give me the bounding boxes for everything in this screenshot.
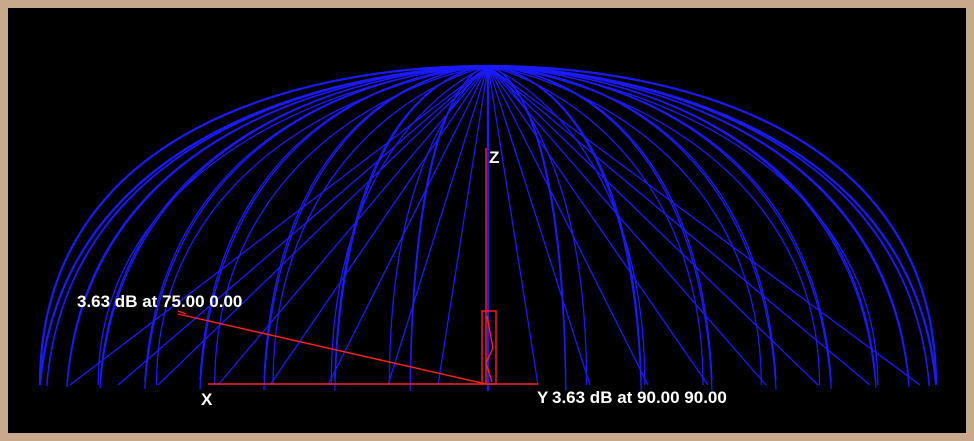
radial-spoke — [487, 65, 921, 386]
radial-spoke — [387, 65, 489, 386]
meridian-arc — [487, 65, 832, 382]
marker-tick — [177, 310, 187, 315]
meridian-arc — [144, 65, 489, 389]
radial-spoke — [269, 65, 489, 386]
radiation-pattern-wireframe — [38, 64, 938, 391]
meridian-arc — [487, 65, 910, 388]
radial-spoke — [327, 65, 489, 386]
antenna-element — [481, 310, 497, 385]
meridian-arc — [487, 65, 910, 383]
radial-spoke — [117, 65, 489, 386]
meridian-arc — [487, 65, 930, 385]
max-gain-label-left: 3.63 dB at 75.00 0.00 — [77, 292, 243, 311]
meridian-arc — [487, 65, 777, 381]
radial-spoke — [487, 65, 819, 386]
y-axis-label: Y — [537, 388, 549, 407]
radial-spoke — [487, 65, 539, 386]
radial-spoke — [69, 65, 489, 386]
radial-spoke — [487, 65, 767, 386]
radial-spoke — [487, 65, 709, 386]
z-axis-label: Z — [489, 148, 500, 167]
radiation-pattern-view: Z X Y 3.63 dB at 75.00 0.00 3.63 dB at 9… — [8, 8, 966, 433]
max-gain-label-right: 3.63 dB at 90.00 90.00 — [552, 388, 727, 407]
meridian-arc — [99, 65, 489, 383]
radial-spoke — [157, 65, 489, 386]
meridian-arc — [409, 65, 489, 391]
radial-spoke — [217, 65, 489, 386]
max-gain-marker-line — [177, 313, 487, 385]
meridian-arc — [199, 65, 489, 381]
radial-spoke — [437, 65, 489, 386]
radiation-pattern-svg — [38, 64, 938, 391]
meridian-arc — [487, 65, 877, 383]
meridian-arc — [144, 65, 489, 382]
radial-spoke — [487, 65, 649, 386]
radial-spoke — [487, 65, 871, 386]
radial-spoke — [487, 65, 591, 386]
antenna-element-detail — [485, 315, 494, 383]
x-axis-label: X — [201, 390, 213, 409]
axes-group — [177, 148, 538, 385]
